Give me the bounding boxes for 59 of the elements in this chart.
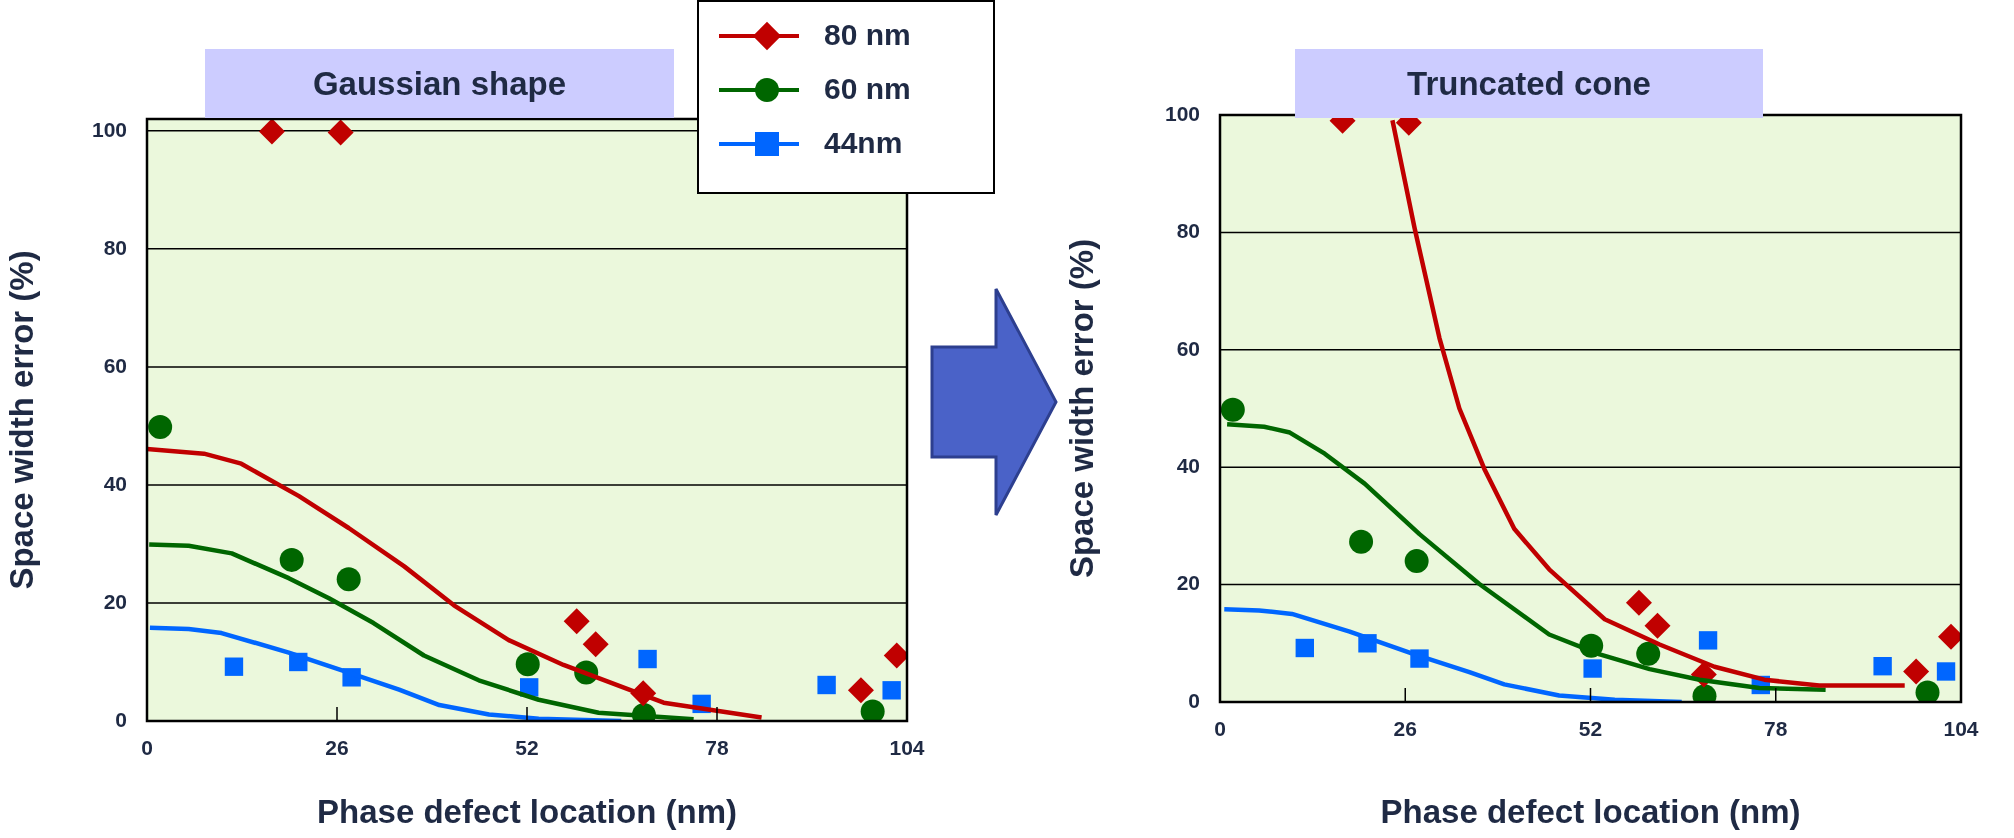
point — [1583, 659, 1602, 678]
point — [817, 675, 836, 695]
point — [1636, 641, 1661, 666]
legend-label: 80 nm — [824, 18, 911, 52]
y-tick-label: 60 — [1176, 336, 1200, 360]
x-tick-label: 52 — [1578, 717, 1603, 741]
point — [224, 657, 244, 676]
point — [1915, 680, 1940, 702]
y-axis-title: Space width error (%) — [2, 250, 40, 590]
x-tick-label: 26 — [1393, 717, 1417, 741]
point — [1625, 589, 1652, 616]
x-tick-label: 104 — [889, 736, 925, 760]
point — [327, 119, 354, 146]
point — [638, 649, 657, 669]
point — [860, 699, 885, 721]
point — [515, 652, 540, 677]
point — [279, 547, 304, 572]
y-tick-label: 80 — [103, 235, 127, 259]
point — [1349, 529, 1374, 554]
x-tick-label: 0 — [141, 736, 153, 760]
point — [1644, 612, 1671, 639]
x-tick-label: 52 — [515, 736, 539, 760]
title-box: Gaussian shape — [205, 49, 674, 118]
chart-title: Truncated cone — [1407, 64, 1651, 103]
point — [336, 567, 361, 592]
point — [258, 119, 285, 145]
y-tick-label: 100 — [1164, 101, 1200, 125]
y-tick-label: 80 — [1176, 219, 1200, 243]
x-tick-label: 0 — [1214, 717, 1226, 741]
title-box: Truncated cone — [1295, 49, 1763, 118]
point — [1903, 658, 1930, 685]
y-tick-label: 100 — [91, 117, 127, 141]
y-axis-title: Space width error (%) — [1062, 238, 1100, 579]
x-tick-label: 78 — [705, 736, 729, 760]
point — [582, 631, 609, 658]
x-tick-label: 104 — [1943, 717, 1979, 741]
point — [1873, 657, 1892, 676]
y-tick-label: 0 — [1188, 688, 1200, 712]
legend-label: 60 nm — [824, 72, 911, 106]
y-tick-label: 20 — [103, 589, 127, 613]
point — [563, 608, 590, 635]
point — [1698, 631, 1718, 650]
y-tick-label: 60 — [103, 353, 127, 377]
legend-label: 44nm — [824, 126, 903, 160]
y-tick-label: 20 — [1176, 571, 1200, 595]
point — [1220, 397, 1245, 422]
point — [882, 681, 901, 700]
x-axis-title: Phase defect location (nm) — [1380, 793, 1801, 831]
y-tick-label: 40 — [1176, 454, 1200, 477]
x-tick-label: 26 — [325, 736, 349, 760]
point — [1936, 662, 1956, 681]
point — [847, 677, 874, 704]
x-axis-title: Phase defect location (nm) — [317, 793, 737, 831]
y-tick-label: 40 — [103, 471, 127, 495]
chart-title: Gaussian shape — [312, 64, 567, 103]
x-tick-label: 78 — [1764, 717, 1788, 741]
point — [148, 415, 173, 440]
point — [1404, 549, 1429, 574]
point — [1295, 638, 1314, 658]
